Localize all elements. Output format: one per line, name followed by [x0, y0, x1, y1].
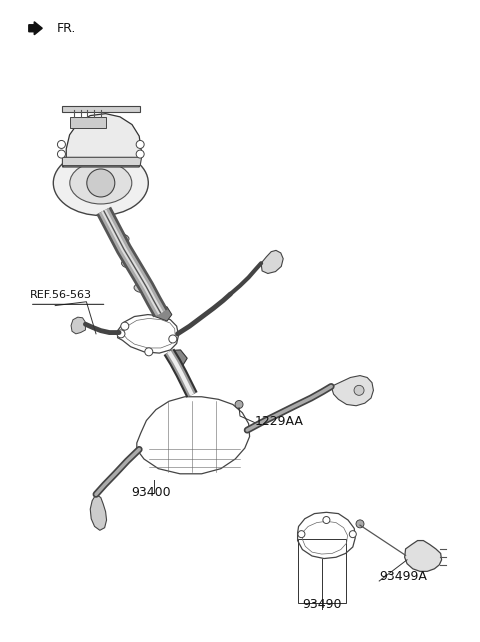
Text: FR.: FR.	[57, 22, 76, 35]
Circle shape	[235, 401, 243, 408]
Ellipse shape	[70, 162, 132, 204]
Polygon shape	[405, 541, 442, 571]
Polygon shape	[62, 157, 142, 166]
Polygon shape	[71, 317, 85, 334]
Polygon shape	[62, 106, 140, 112]
Polygon shape	[62, 114, 142, 167]
Text: REF.56-563: REF.56-563	[30, 290, 92, 300]
Circle shape	[298, 531, 305, 537]
Polygon shape	[153, 306, 172, 321]
Text: 93490: 93490	[302, 598, 341, 611]
Circle shape	[136, 150, 144, 158]
Circle shape	[58, 141, 65, 148]
Circle shape	[145, 348, 153, 356]
Circle shape	[349, 531, 356, 537]
FancyArrow shape	[29, 22, 42, 35]
Bar	[298, 539, 346, 603]
Polygon shape	[171, 350, 187, 366]
Circle shape	[121, 322, 129, 330]
Polygon shape	[90, 494, 107, 530]
Polygon shape	[331, 376, 373, 406]
Polygon shape	[261, 250, 283, 273]
Circle shape	[58, 150, 65, 158]
Circle shape	[323, 517, 330, 523]
Circle shape	[87, 169, 115, 197]
Text: 93499A: 93499A	[379, 570, 427, 583]
Circle shape	[136, 141, 144, 148]
Ellipse shape	[111, 234, 129, 244]
Text: 93400: 93400	[132, 487, 171, 499]
Polygon shape	[70, 117, 106, 128]
Circle shape	[354, 385, 364, 395]
Circle shape	[117, 330, 125, 338]
Ellipse shape	[134, 282, 152, 293]
Ellipse shape	[53, 150, 148, 216]
Text: 1229AA: 1229AA	[254, 415, 303, 428]
Circle shape	[356, 520, 364, 528]
Ellipse shape	[121, 258, 140, 268]
Circle shape	[169, 335, 177, 343]
